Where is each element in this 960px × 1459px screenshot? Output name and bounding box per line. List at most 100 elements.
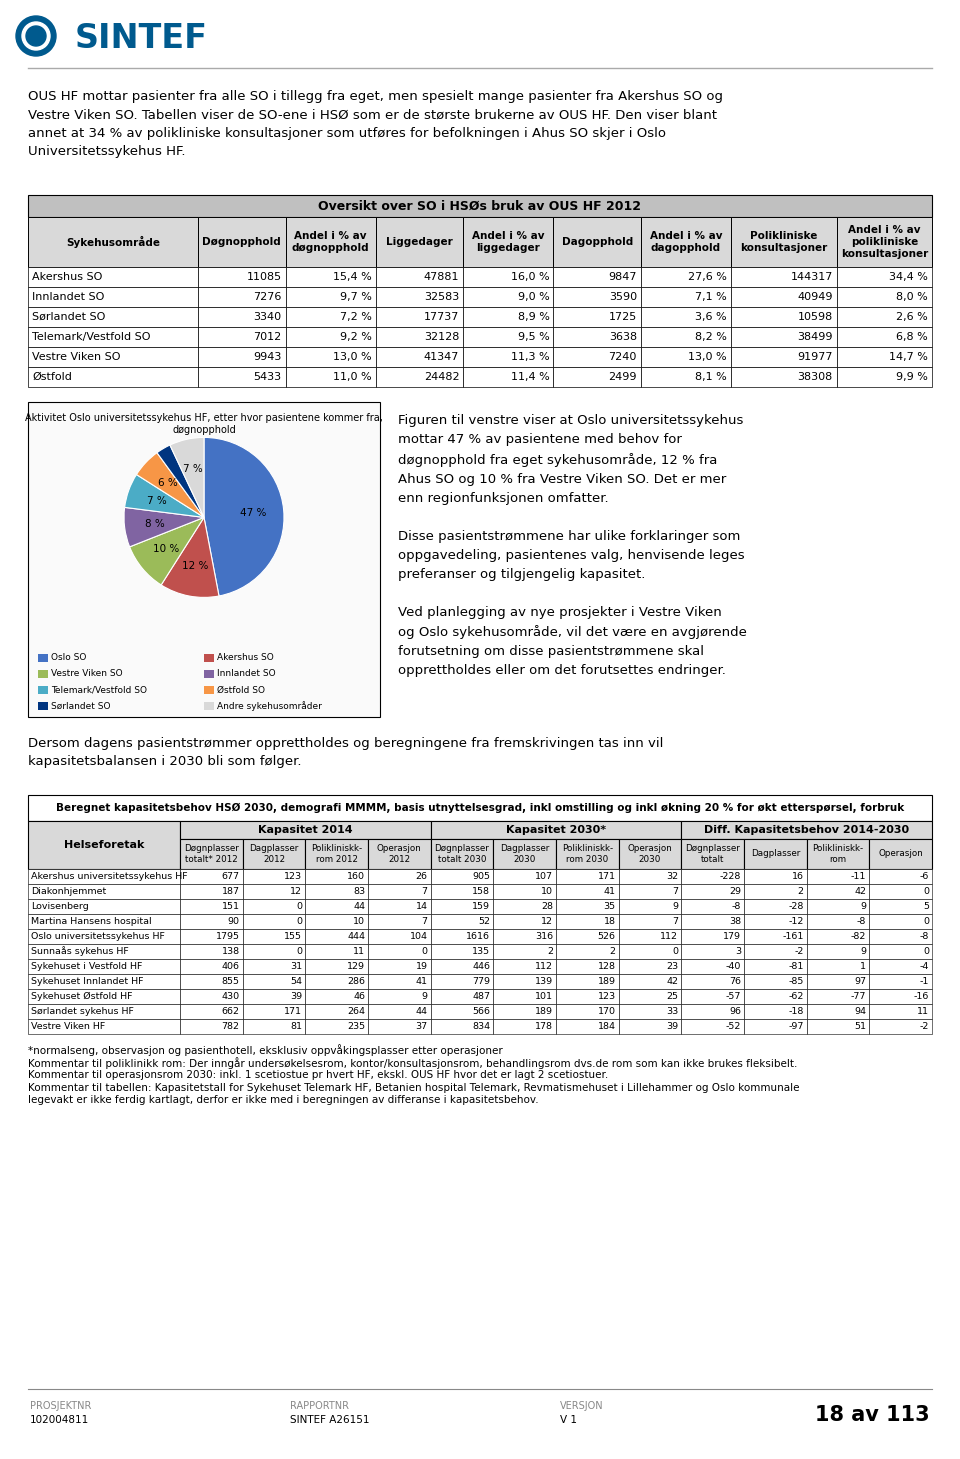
Bar xyxy=(28,196,932,217)
Text: 32583: 32583 xyxy=(424,292,459,302)
Text: -77: -77 xyxy=(851,992,866,1001)
Text: 662: 662 xyxy=(222,1007,240,1015)
Text: -2: -2 xyxy=(794,947,804,956)
Text: 90: 90 xyxy=(228,918,240,926)
Bar xyxy=(870,989,932,1004)
Text: 10: 10 xyxy=(353,918,365,926)
Bar xyxy=(243,839,305,870)
Bar xyxy=(28,929,180,944)
Text: 159: 159 xyxy=(472,902,491,910)
Bar xyxy=(243,884,305,899)
Text: Helseforetak: Helseforetak xyxy=(63,840,144,851)
Bar xyxy=(305,870,368,884)
Text: -4: -4 xyxy=(920,961,929,972)
Bar xyxy=(305,975,368,989)
Bar xyxy=(28,327,198,347)
Bar xyxy=(368,913,431,929)
Bar xyxy=(553,306,641,327)
Text: Andel i % av
døgnopphold: Andel i % av døgnopphold xyxy=(292,231,370,252)
Text: 31: 31 xyxy=(290,961,302,972)
Bar xyxy=(285,217,375,267)
Text: -40: -40 xyxy=(726,961,741,972)
Bar xyxy=(618,913,682,929)
Text: SINTEF A26151: SINTEF A26151 xyxy=(290,1415,370,1425)
Text: Kommentar til operasjonsrom 2030: inkl. 1 scetiostue pr hvert HF, ekskl. OUS HF : Kommentar til operasjonsrom 2030: inkl. … xyxy=(28,1069,609,1080)
Text: 286: 286 xyxy=(347,978,365,986)
Bar xyxy=(305,839,368,870)
Text: Martina Hansens hospital: Martina Hansens hospital xyxy=(31,918,152,926)
Text: 44: 44 xyxy=(353,902,365,910)
Bar xyxy=(28,795,932,821)
Text: 40949: 40949 xyxy=(797,292,832,302)
Bar xyxy=(618,839,682,870)
Bar xyxy=(618,1018,682,1034)
Text: 41: 41 xyxy=(416,978,427,986)
Bar xyxy=(493,929,556,944)
Bar xyxy=(744,975,806,989)
Text: PROSJEKTNR: PROSJEKTNR xyxy=(30,1401,91,1411)
Circle shape xyxy=(26,26,46,47)
Text: RAPPORTNR: RAPPORTNR xyxy=(290,1401,349,1411)
Text: 487: 487 xyxy=(472,992,491,1001)
Bar xyxy=(556,884,618,899)
Bar xyxy=(285,327,375,347)
Text: Beregnet kapasitetsbehov HSØ 2030, demografi MMMM, basis utnyttelsesgrad, inkl o: Beregnet kapasitetsbehov HSØ 2030, demog… xyxy=(56,802,904,813)
Text: 235: 235 xyxy=(347,1021,365,1032)
Bar xyxy=(870,1018,932,1034)
Bar xyxy=(744,913,806,929)
Text: Sykehuset Innlandet HF: Sykehuset Innlandet HF xyxy=(31,978,143,986)
Text: 104: 104 xyxy=(410,932,427,941)
Bar xyxy=(368,975,431,989)
Text: 144317: 144317 xyxy=(790,271,832,282)
Bar xyxy=(243,989,305,1004)
Text: 15,4 %: 15,4 % xyxy=(333,271,372,282)
Text: 8,1 %: 8,1 % xyxy=(695,372,727,382)
Text: Diff. Kapasitetsbehov 2014-2030: Diff. Kapasitetsbehov 2014-2030 xyxy=(704,824,909,835)
Bar xyxy=(553,267,641,287)
Bar xyxy=(375,267,464,287)
Bar xyxy=(431,944,493,959)
Bar xyxy=(493,1004,556,1018)
Bar xyxy=(464,287,553,306)
Bar xyxy=(556,1004,618,1018)
Bar xyxy=(493,989,556,1004)
Bar xyxy=(806,1004,870,1018)
Bar xyxy=(618,944,682,959)
Bar xyxy=(553,217,641,267)
Text: Kommentar til poliklinikk rom: Der inngår undersøkelsesrom, kontor/konsultasjons: Kommentar til poliklinikk rom: Der inngå… xyxy=(28,1056,798,1069)
Bar xyxy=(493,870,556,884)
Text: -82: -82 xyxy=(851,932,866,941)
Bar xyxy=(464,217,553,267)
Text: Polikliniske
konsultasjoner: Polikliniske konsultasjoner xyxy=(740,231,828,252)
Wedge shape xyxy=(130,518,204,585)
Bar xyxy=(305,884,368,899)
Text: 6,8 %: 6,8 % xyxy=(897,333,928,341)
Text: 9847: 9847 xyxy=(609,271,637,282)
Bar xyxy=(28,975,180,989)
Text: 44: 44 xyxy=(416,1007,427,1015)
Text: Døgnplasser
totalt* 2012: Døgnplasser totalt* 2012 xyxy=(184,845,239,864)
Text: 39: 39 xyxy=(666,1021,679,1032)
Bar xyxy=(243,913,305,929)
Bar xyxy=(682,959,744,975)
Text: 42: 42 xyxy=(666,978,679,986)
Bar xyxy=(285,287,375,306)
Text: Innlandet SO: Innlandet SO xyxy=(217,670,276,678)
Bar xyxy=(732,306,837,327)
Text: 18 av 113: 18 av 113 xyxy=(815,1405,930,1425)
Text: 9943: 9943 xyxy=(253,352,281,362)
Bar xyxy=(806,870,870,884)
Bar xyxy=(28,884,180,899)
Bar xyxy=(28,1004,180,1018)
Bar xyxy=(553,347,641,368)
Bar xyxy=(375,287,464,306)
Bar xyxy=(806,975,870,989)
Text: Aktivitet Oslo universitetssykehus HF, etter hvor pasientene kommer fra,
døgnopp: Aktivitet Oslo universitetssykehus HF, e… xyxy=(25,413,383,435)
Bar xyxy=(837,306,932,327)
Text: 34,4 %: 34,4 % xyxy=(889,271,928,282)
Text: Sørlandet SO: Sørlandet SO xyxy=(51,702,110,711)
Bar xyxy=(837,347,932,368)
Text: 25: 25 xyxy=(666,992,679,1001)
Text: 2: 2 xyxy=(547,947,553,956)
Bar xyxy=(180,989,243,1004)
